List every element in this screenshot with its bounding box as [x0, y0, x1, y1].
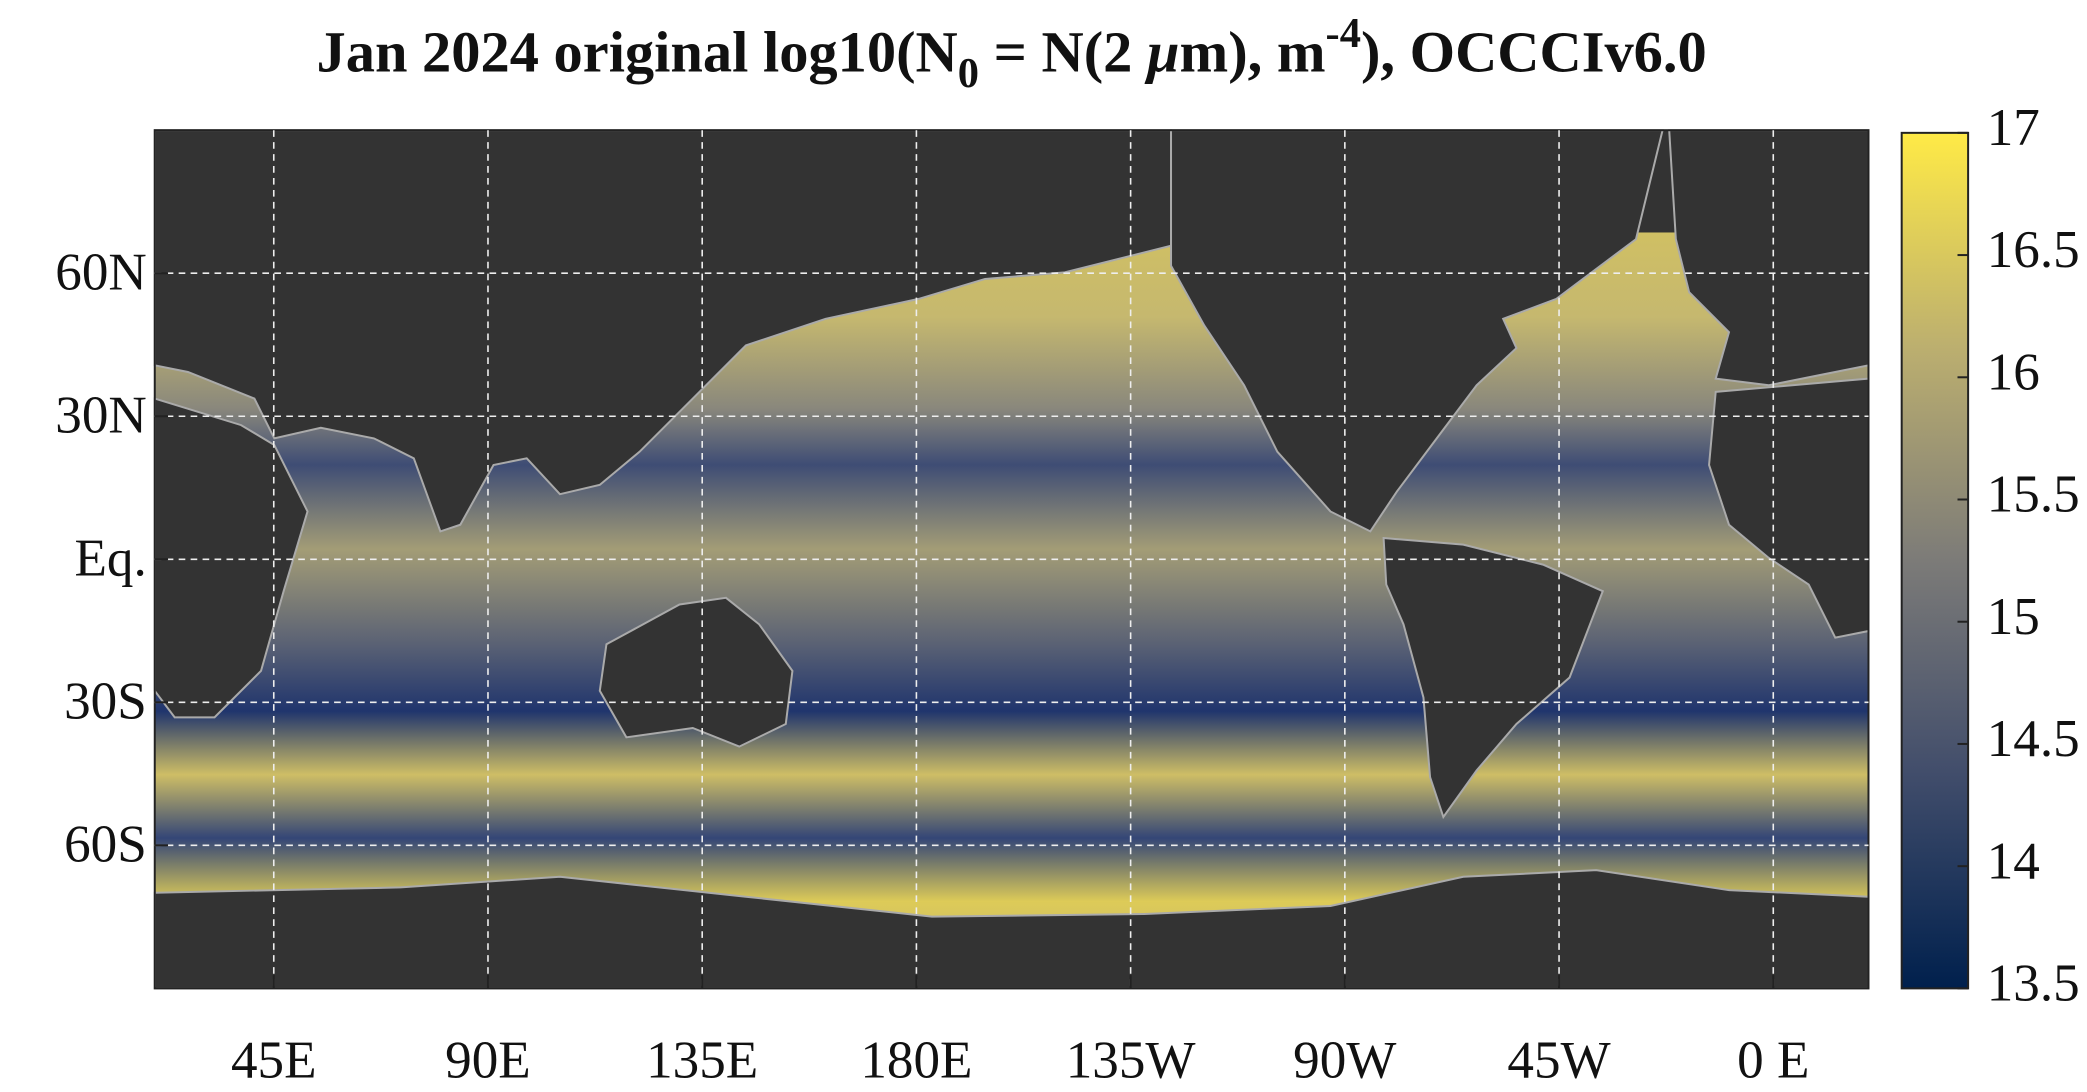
- colorbar: [1900, 131, 1970, 990]
- colorbar-tick-label: 16.5: [1987, 221, 2080, 279]
- y-tick-label: 60S: [64, 816, 147, 874]
- y-tick-label: 60N: [55, 243, 147, 301]
- x-tick-label: 135W: [1066, 1032, 1197, 1090]
- colorbar-tick-label: 14.5: [1987, 710, 2080, 768]
- title-part: m), m: [1180, 20, 1326, 85]
- title-subscript: 0: [958, 50, 979, 97]
- title-part: μ: [1144, 20, 1180, 85]
- colorbar-tick-label: 13.5: [1987, 955, 2080, 1013]
- y-tick-label: 30S: [64, 672, 147, 730]
- x-tick-label: 45E: [231, 1032, 317, 1090]
- title-superscript: -4: [1326, 10, 1361, 57]
- colorbar-tick-label: 15.5: [1987, 466, 2080, 524]
- colorbar-tick-label: 14: [1987, 832, 2040, 890]
- title-part: Jan 2024 original log10(N: [317, 20, 958, 85]
- chart-title: Jan 2024 original log10(N0 = N(2 μm), m-…: [317, 10, 1707, 97]
- x-tick-label: 45W: [1507, 1032, 1611, 1090]
- x-tick-label: 90W: [1293, 1032, 1397, 1090]
- colorbar-tick-label: 16: [1987, 343, 2040, 401]
- title-part: ), OCCCIv6.0: [1361, 20, 1707, 85]
- x-tick-label: 180E: [860, 1032, 972, 1090]
- x-tick-label: 0 E: [1737, 1032, 1809, 1090]
- colorbar-tick-label: 17: [1987, 99, 2040, 157]
- colorbar-tick-label: 15: [1987, 588, 2040, 646]
- y-tick-label: Eq.: [74, 529, 146, 587]
- x-tick-label: 90E: [445, 1032, 531, 1090]
- y-tick-label: 30N: [55, 386, 147, 444]
- land: [153, 129, 1870, 990]
- title-part: = N(2: [979, 20, 1147, 85]
- x-tick-label: 135E: [646, 1032, 758, 1090]
